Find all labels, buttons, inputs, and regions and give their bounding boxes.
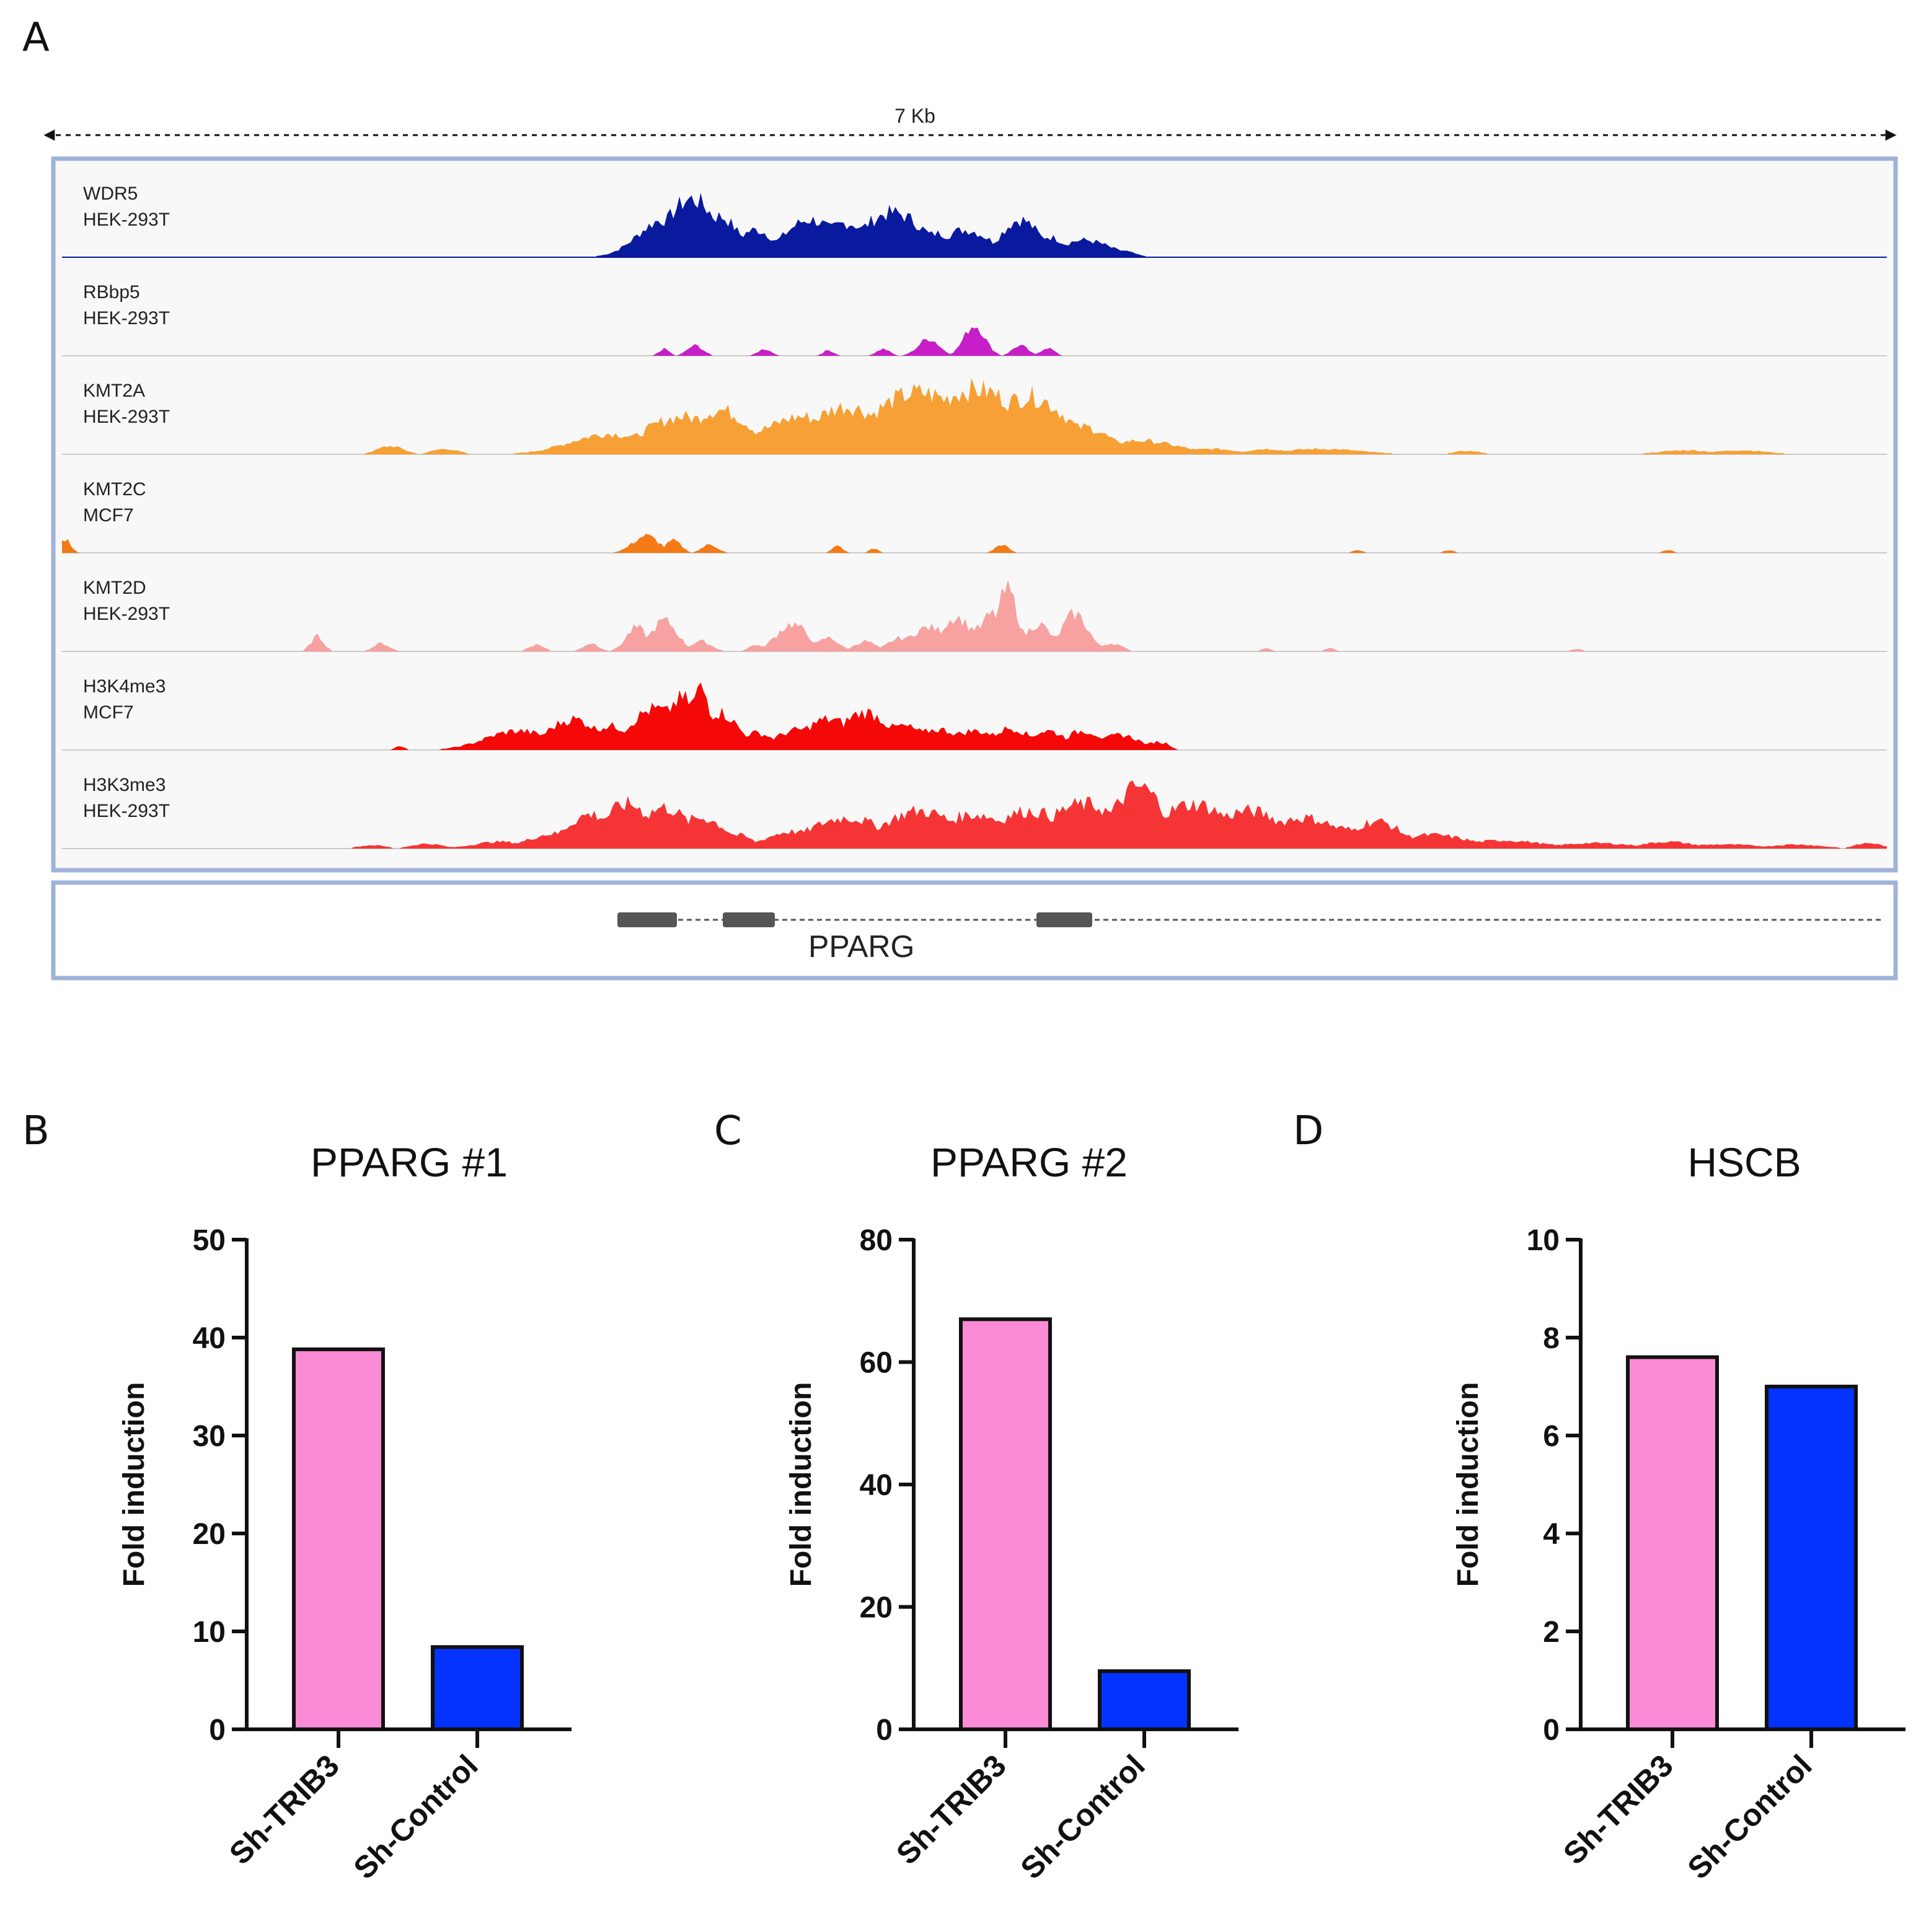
y-tick-label: 6 bbox=[1543, 1420, 1560, 1453]
bar-sh-control bbox=[431, 1645, 524, 1732]
x-category-label: Sh-Control bbox=[1681, 1748, 1819, 1886]
x-category-label: Sh-TRIB3 bbox=[890, 1748, 1013, 1871]
track-label-name: H3K3me3 bbox=[83, 775, 166, 795]
bar-sh-trib3 bbox=[1626, 1355, 1719, 1732]
chart-panel-b: B PPARG #1 0 10 20 30 40 50 Fold induction Sh-TRI… bbox=[22, 1108, 572, 1886]
exon-1 bbox=[617, 912, 677, 927]
panel-letter-a: A bbox=[22, 15, 50, 61]
track-label-name: H3K4me3 bbox=[83, 676, 166, 697]
track-label-cell: HEK-293T bbox=[83, 308, 170, 329]
y-tick-label: 20 bbox=[193, 1518, 226, 1551]
track-label-name: KMT2A bbox=[83, 381, 145, 401]
y-axis-title: Fold induction bbox=[785, 1382, 818, 1587]
track-signal bbox=[62, 580, 1887, 651]
track-signal bbox=[62, 327, 1887, 356]
x-category-label: Sh-TRIB3 bbox=[223, 1748, 346, 1871]
y-tick-label: 60 bbox=[860, 1347, 893, 1380]
x-category-label: Sh-TRIB3 bbox=[1557, 1748, 1680, 1871]
track-signal bbox=[62, 780, 1887, 849]
track-label-name: RBbp5 bbox=[83, 282, 140, 302]
exon-3 bbox=[1036, 912, 1092, 927]
y-tick-label: 4 bbox=[1543, 1518, 1560, 1551]
track-label-cell: HEK-293T bbox=[83, 801, 170, 821]
track-label-name: KMT2C bbox=[83, 479, 146, 500]
track-label-cell: HEK-293T bbox=[83, 210, 170, 230]
y-tick-label: 10 bbox=[193, 1616, 226, 1649]
y-tick-label: 8 bbox=[1543, 1322, 1560, 1355]
track-label: RBbp5 HEK-293T bbox=[83, 282, 170, 329]
track-label: H3K3me3 HEK-293T bbox=[83, 775, 170, 821]
chart-title: HSCB bbox=[1687, 1139, 1801, 1185]
gene-frame bbox=[51, 880, 1898, 981]
y-axis-title: Fold induction bbox=[118, 1382, 151, 1587]
x-category-label: Sh-Control bbox=[1014, 1748, 1152, 1886]
y-axis-title: Fold induction bbox=[1452, 1382, 1485, 1587]
track-label-name: KMT2D bbox=[83, 578, 146, 598]
y-tick-label: 0 bbox=[209, 1714, 226, 1747]
chart-title: PPARG #2 bbox=[930, 1139, 1128, 1185]
tracks-frame bbox=[51, 156, 1898, 873]
track-label-cell: HEK-293T bbox=[83, 407, 170, 427]
bar-sh-trib3 bbox=[292, 1347, 385, 1731]
y-tick-label: 10 bbox=[1527, 1224, 1560, 1257]
chart-panel-d: D HSCB 0 2 4 6 8 10 Fold induction Sh-TRIB3 Sh-Con… bbox=[1293, 1108, 1906, 1886]
scale-label: 7 Kb bbox=[894, 105, 935, 127]
track-label: H3K4me3 MCF7 bbox=[83, 676, 166, 723]
y-tick-label: 40 bbox=[193, 1322, 226, 1355]
track-label: KMT2D HEK-293T bbox=[83, 578, 170, 624]
panel-letter: C bbox=[714, 1108, 742, 1154]
y-tick-label: 2 bbox=[1543, 1616, 1560, 1649]
panel-letter: B bbox=[22, 1108, 50, 1154]
track-label: WDR5 HEK-293T bbox=[83, 183, 170, 230]
track-signal bbox=[62, 682, 1887, 750]
chart-panel-c: C PPARG #2 0 20 40 60 80 Fold induction Sh-TRIB3… bbox=[714, 1108, 1239, 1886]
exon-2 bbox=[723, 912, 775, 927]
y-tick-label: 50 bbox=[193, 1224, 226, 1257]
track-label: KMT2C MCF7 bbox=[83, 479, 146, 526]
y-tick-label: 40 bbox=[860, 1469, 893, 1502]
y-tick-label: 30 bbox=[193, 1420, 226, 1453]
track-label-name: WDR5 bbox=[83, 183, 138, 204]
x-category-label: Sh-Control bbox=[347, 1748, 485, 1886]
y-tick-label: 20 bbox=[860, 1592, 893, 1625]
track-label-cell: MCF7 bbox=[83, 702, 134, 723]
track-label-cell: MCF7 bbox=[83, 505, 134, 526]
bar-sh-trib3 bbox=[959, 1317, 1052, 1731]
y-tick-label: 0 bbox=[876, 1714, 893, 1747]
track-label: KMT2A HEK-293T bbox=[83, 381, 170, 427]
bar-sh-control bbox=[1098, 1669, 1191, 1731]
y-tick-label: 0 bbox=[1543, 1714, 1560, 1747]
track-signal bbox=[62, 377, 1887, 454]
gene-label: PPARG bbox=[808, 929, 914, 964]
y-tick-label: 80 bbox=[860, 1224, 893, 1257]
track-label-cell: HEK-293T bbox=[83, 604, 170, 624]
bar-sh-control bbox=[1765, 1385, 1858, 1731]
panel-a: A 7 Kb WDR5 HEK-293T RBbp5 HEK-293T KMT2A HEK… bbox=[22, 15, 1898, 981]
track-signal bbox=[62, 193, 1887, 257]
chart-title: PPARG #1 bbox=[311, 1139, 508, 1185]
panel-letter: D bbox=[1293, 1108, 1323, 1154]
